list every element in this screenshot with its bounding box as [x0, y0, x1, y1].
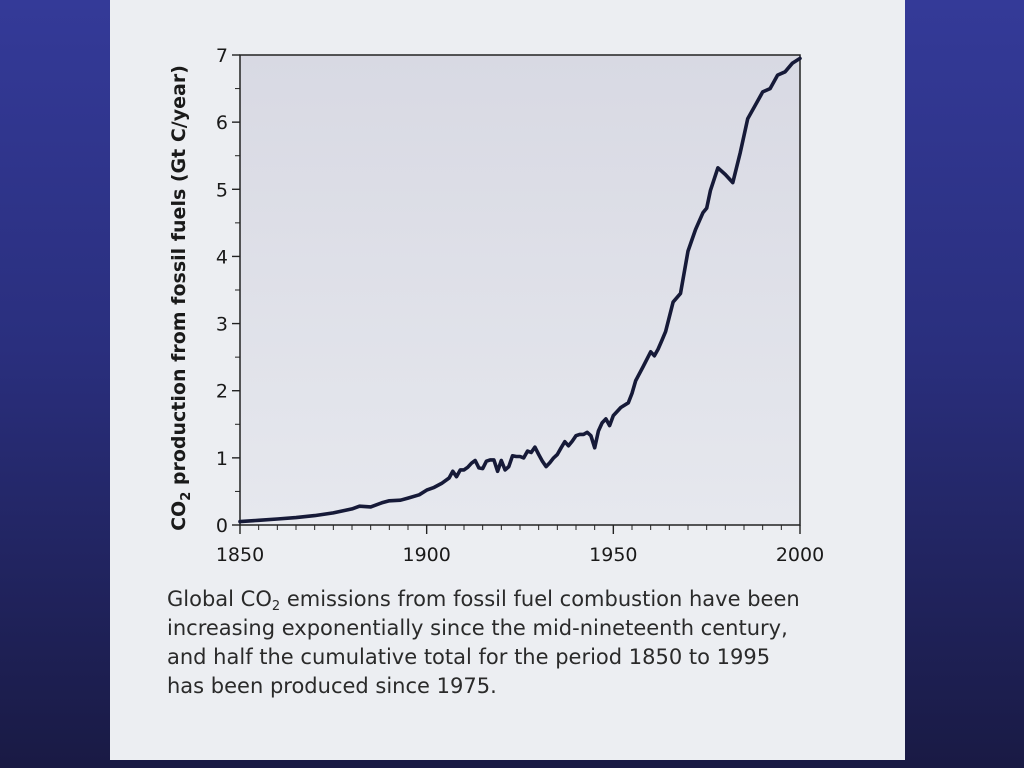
- x-tick-label-1: 1900: [402, 544, 450, 566]
- figure-caption: Global CO2 emissions from fossil fuel co…: [167, 585, 887, 701]
- y-tick-label-7: 7: [216, 45, 228, 67]
- series-line-0: [238, 56, 802, 524]
- y-tick-label-2: 2: [216, 381, 228, 403]
- slide-panel: 0 1 2 3 4 5 6 7 1850 1900 1950 2000 CO2 production …: [110, 0, 905, 760]
- plot-area: [239, 54, 801, 526]
- y-tick-label-4: 4: [216, 246, 228, 268]
- x-tick-label-0: 1850: [216, 544, 264, 566]
- x-tick-label-3: 2000: [776, 544, 824, 566]
- y-tick-label-6: 6: [216, 112, 228, 134]
- caption-line-2: increasing exponentially since the mid-n…: [167, 616, 788, 640]
- x-tick-label-2: 1950: [589, 544, 637, 566]
- co2-emissions-chart: 0 1 2 3 4 5 6 7 1850 1900 1950 2000 CO2 production …: [168, 45, 824, 566]
- caption-line-4: has been produced since 1975.: [167, 674, 497, 698]
- series-group: [238, 56, 802, 524]
- y-axis-label: CO2 production from fossil fuels (Gt C/y…: [168, 65, 194, 531]
- y-tick-label-3: 3: [216, 314, 228, 336]
- y-tick-label-0: 0: [216, 515, 228, 537]
- caption-line-3: and half the cumulative total for the pe…: [167, 645, 771, 669]
- y-tick-label-5: 5: [216, 179, 228, 201]
- axes: 0 1 2 3 4 5 6 7 1850 1900 1950 2000: [216, 45, 824, 566]
- y-tick-label-1: 1: [216, 448, 228, 470]
- caption-line-1: Global CO2 emissions from fossil fuel co…: [167, 587, 800, 614]
